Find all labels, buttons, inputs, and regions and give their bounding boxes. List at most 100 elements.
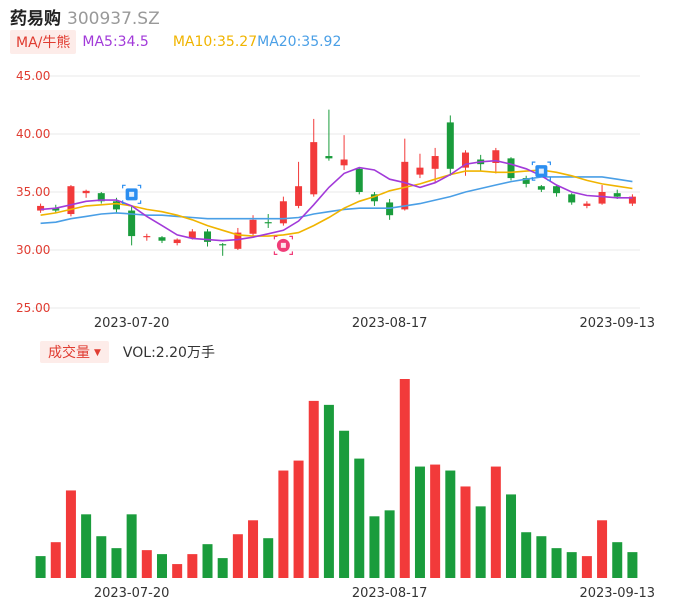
marker-bracket: [137, 184, 142, 189]
marker-glyph: [129, 191, 135, 197]
volume-bar: [278, 470, 289, 578]
volume-bar: [430, 464, 441, 578]
candle-body: [295, 186, 303, 206]
marker-bracket: [273, 235, 278, 240]
volume-tag-label: 成交量: [48, 345, 90, 361]
volume-indicator-selector[interactable]: 成交量 ▼: [40, 341, 109, 363]
ma20-line: [40, 176, 633, 225]
candle-body: [416, 167, 424, 175]
volume-bar: [126, 514, 137, 578]
candle-body: [188, 231, 196, 239]
marker-bracket: [122, 200, 126, 204]
volume-bar: [141, 550, 152, 578]
volume-bar: [612, 542, 623, 578]
candle-body: [431, 156, 439, 169]
marker-bracket: [289, 235, 293, 240]
marker-bracket: [547, 161, 551, 166]
candle-body: [128, 210, 136, 237]
volume-bar: [308, 400, 319, 578]
y-tick-label: 40.00: [16, 127, 50, 141]
candle-body: [204, 231, 212, 242]
ma-legend: MA/牛熊 MA5:34.5 MA10:35.27 MA20:35.92: [10, 30, 341, 54]
volume-bar: [156, 554, 167, 578]
volume-bar: [506, 494, 517, 578]
volume-bar: [65, 490, 76, 578]
marker-bracket: [531, 161, 536, 166]
candle-body: [143, 236, 151, 238]
volume-bar: [354, 458, 365, 578]
y-tick-label: 30.00: [16, 243, 50, 257]
candle-body: [537, 186, 545, 190]
marker-bracket: [122, 184, 126, 189]
volume-bar: [81, 514, 92, 578]
candle-body: [234, 232, 242, 249]
candle-body: [598, 192, 606, 204]
candle-body: [568, 194, 576, 203]
volume-bar: [597, 520, 608, 578]
volume-bar: [536, 536, 547, 578]
ma20-value: MA20:35.92: [257, 34, 342, 50]
volume-bar: [263, 538, 274, 578]
candle-body: [219, 244, 227, 246]
x-tick-label: 2023-07-20: [94, 586, 170, 601]
candle-body: [613, 193, 621, 197]
volume-bar: [339, 430, 350, 578]
volume-bar: [293, 460, 304, 578]
volume-bar: [460, 486, 471, 578]
candle-body: [37, 205, 45, 211]
blue-s-marker-icon: [531, 161, 551, 181]
candle-body: [67, 186, 75, 215]
volume-bar: [323, 404, 334, 578]
volume-bar: [399, 379, 410, 578]
volume-bar: [490, 466, 501, 578]
caret-down-icon: ▼: [94, 348, 101, 358]
ma-type-selector[interactable]: MA/牛熊: [10, 30, 77, 54]
x-tick-label: 2023-08-17: [352, 316, 428, 331]
stock-code: 300937.SZ: [67, 9, 160, 29]
volume-legend: 成交量 ▼ VOL:2.20万手: [40, 341, 215, 363]
volume-value: VOL:2.20万手: [122, 345, 215, 361]
ma5-value: MA5:34.5: [82, 34, 149, 50]
marker-glyph: [538, 168, 544, 174]
volume-bar: [217, 558, 228, 578]
candle-body: [461, 152, 469, 168]
y-tick-label: 25.00: [16, 301, 50, 315]
volume-bar: [172, 564, 183, 578]
x-tick-label: 2023-09-13: [579, 316, 655, 331]
ma10-value: MA10:35.27: [172, 34, 258, 50]
volume-bar: [187, 554, 198, 578]
volume-bar: [50, 542, 61, 578]
volume-bar: [475, 506, 486, 578]
candle-body: [173, 239, 181, 244]
candle-body: [249, 219, 257, 234]
candle-body: [553, 186, 561, 194]
marker-bracket: [531, 177, 536, 181]
candle-body: [446, 122, 454, 169]
marker-bracket: [289, 251, 293, 255]
candle-body: [370, 194, 378, 202]
volume-bar: [521, 532, 532, 578]
y-tick-label: 35.00: [16, 185, 50, 199]
candle-body: [401, 161, 409, 210]
volume-bar: [248, 520, 259, 578]
y-tick-label: 45.00: [16, 69, 50, 83]
candle-body: [325, 156, 333, 159]
x-tick-label: 2023-09-13: [579, 586, 655, 601]
volume-bar: [414, 466, 425, 578]
volume-bar: [581, 556, 592, 578]
volume-bar: [232, 534, 243, 578]
x-tick-label: 2023-07-20: [94, 316, 170, 331]
marker-bracket: [547, 177, 551, 181]
volume-bar: [202, 544, 213, 578]
candle-body: [492, 150, 500, 163]
candle-body: [583, 203, 591, 206]
volume-bar: [551, 548, 562, 578]
candle-body: [355, 168, 363, 192]
candle-body: [507, 158, 515, 179]
candle-body: [522, 178, 530, 184]
candle-body: [628, 196, 636, 204]
candle-body: [264, 222, 272, 224]
pink-b-marker-icon: [273, 235, 293, 255]
title-row: 药易购 300937.SZ: [10, 4, 160, 29]
